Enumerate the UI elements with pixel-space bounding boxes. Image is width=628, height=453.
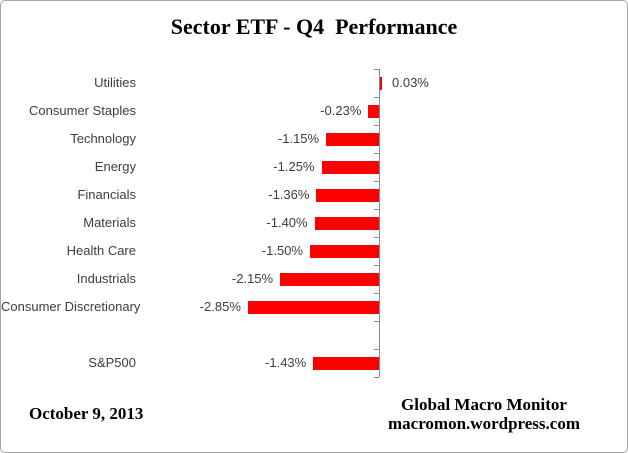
data-bar [321, 160, 379, 174]
chart-row: Utilities 0.03% [1, 69, 627, 97]
credit-line-2: macromon.wordpress.com [387, 414, 580, 433]
chart-row: Health Care -1.50% [1, 237, 627, 265]
value-label: -1.50% [261, 243, 303, 258]
value-label: 0.03% [392, 75, 429, 90]
category-label: Technology [70, 131, 136, 146]
chart-title: Sector ETF - Q4 Performance [170, 14, 458, 39]
chart-row: Financials -1.36% [1, 181, 627, 209]
chart-row: Technology -1.15% [1, 125, 627, 153]
chart-row: Consumer Staples -0.23% [1, 97, 627, 125]
axis-tick [374, 321, 379, 322]
value-label: -2.85% [199, 299, 241, 314]
axis-tick [374, 349, 379, 350]
axis-tick [374, 377, 379, 378]
category-label: S&P500 [88, 355, 136, 370]
chart-row: Materials -1.40% [1, 209, 627, 237]
value-label: -1.43% [265, 355, 307, 370]
footer-credit: Global Macro Monitor macromon.wordpress.… [373, 395, 595, 433]
value-label: -1.40% [266, 215, 308, 230]
axis-tick [374, 237, 379, 238]
footer-date: October 9, 2013 [29, 404, 144, 423]
data-bar [368, 104, 379, 118]
axis-tick [374, 181, 379, 182]
axis-tick [374, 125, 379, 126]
axis-tick [374, 209, 379, 210]
category-label: Materials [83, 215, 136, 230]
data-bar [280, 272, 379, 286]
data-bar [310, 244, 379, 258]
category-label: Financials [77, 187, 136, 202]
category-label: Energy [94, 159, 136, 174]
axis-tick [374, 69, 379, 70]
data-bar [316, 188, 379, 202]
chart-row: Consumer Discretionary -2.85% [1, 293, 627, 321]
axis-tick [374, 97, 379, 98]
value-axis-line [379, 69, 380, 377]
category-label: Health Care [66, 243, 136, 258]
axis-tick [374, 293, 379, 294]
value-label: -1.36% [268, 187, 310, 202]
value-label: -0.23% [320, 103, 362, 118]
chart-row: Industrials -2.15% [1, 265, 627, 293]
value-label: -1.15% [277, 131, 320, 146]
chart-row: S&P500 -1.43% [1, 349, 627, 377]
category-label: Consumer Discretionary [1, 299, 141, 314]
axis-tick [374, 153, 379, 154]
chart-row: Energy -1.25% [1, 153, 627, 181]
data-bar [247, 300, 379, 314]
data-bar [380, 76, 382, 90]
credit-line-1: Global Macro Monitor [401, 395, 567, 414]
data-bar [314, 216, 379, 230]
category-label: Consumer Staples [29, 103, 136, 118]
value-label: -1.25% [273, 159, 315, 174]
data-bar [326, 132, 379, 146]
category-label: Utilities [94, 75, 136, 90]
chart-row [1, 321, 627, 349]
data-bar [313, 356, 379, 370]
value-label: -2.15% [231, 271, 274, 286]
category-label: Industrials [76, 271, 136, 286]
axis-tick [374, 265, 379, 266]
